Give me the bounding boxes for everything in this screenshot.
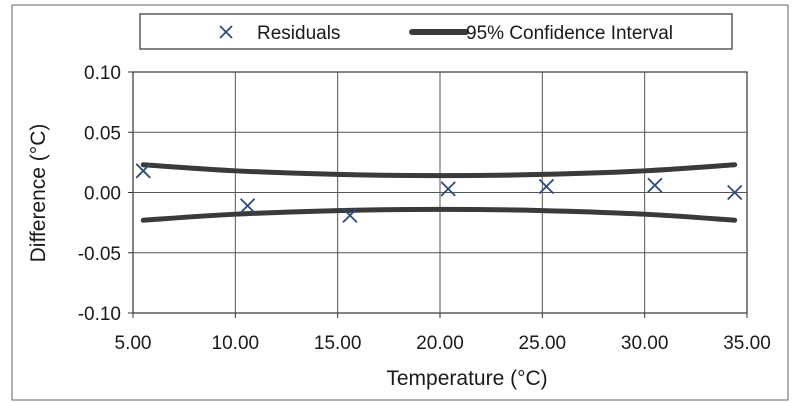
ci-lower-line [140, 206, 738, 223]
residual-point-stroke-b [135, 163, 151, 179]
residual-point [239, 198, 256, 214]
x-tick-label: 20.00 [416, 333, 464, 354]
x-tick-label: 10.00 [212, 333, 260, 354]
legend: Residuals 95% Confidence Interval [139, 13, 733, 50]
residual-point [135, 163, 151, 179]
residual-point [440, 181, 456, 197]
confidence-interval-lines [140, 162, 738, 223]
residual-point-stroke-b [727, 184, 743, 201]
y-tick-labels: 0.10 0.05 0.00 -0.05 -0.10 [78, 63, 133, 325]
residual-point [538, 178, 555, 195]
legend-label-residuals: Residuals [257, 23, 340, 44]
residual-point-stroke-b [239, 198, 256, 214]
ci-upper-line [140, 162, 738, 179]
y-tick-label: 0.05 [84, 123, 121, 144]
x-tick-label: 30.00 [621, 333, 669, 354]
y-axis-label: Difference (°C) [27, 124, 50, 263]
residual-point-stroke-b [440, 181, 456, 197]
x-tick-labels: 5.00 10.00 15.00 20.00 25.00 30.00 35.00 [115, 313, 771, 354]
residual-point-stroke-b [342, 207, 358, 224]
residual-point-stroke-b [538, 178, 555, 195]
legend-x-glyph-stroke-b [219, 25, 233, 39]
x-axis-label: Temperature (°C) [386, 367, 547, 390]
x-tick-label: 15.00 [314, 333, 362, 354]
gridlines [133, 72, 747, 313]
y-tick-label: -0.05 [78, 244, 121, 265]
residual-point-stroke-b [647, 177, 663, 193]
residual-markers [135, 163, 743, 224]
y-tick-label: 0.10 [84, 63, 121, 84]
x-tick-label: 5.00 [115, 333, 152, 354]
residual-point [647, 177, 663, 193]
legend-x-marker [219, 25, 233, 39]
residual-point [727, 184, 743, 201]
legend-x-glyph [219, 25, 233, 39]
x-tick-label: 25.00 [519, 333, 567, 354]
x-tick-label: 35.00 [723, 333, 771, 354]
y-tick-label: -0.10 [78, 304, 121, 325]
y-tick-label: 0.00 [84, 184, 121, 205]
legend-label-confidence-interval: 95% Confidence Interval [466, 23, 673, 44]
residual-point [342, 207, 358, 224]
